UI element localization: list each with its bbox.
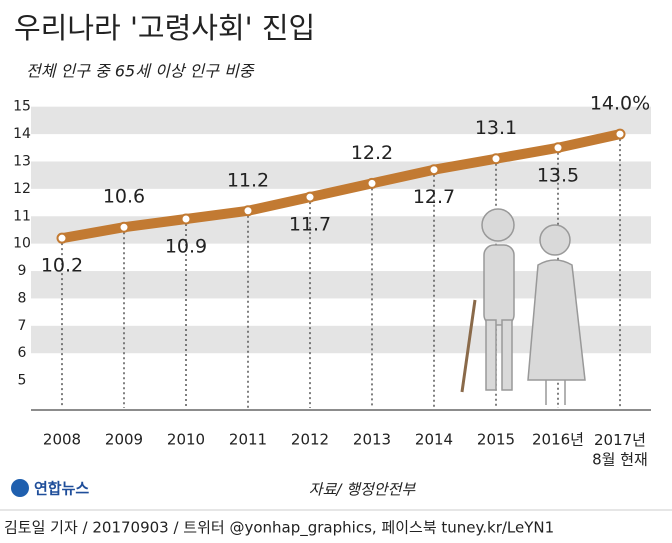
marker	[428, 164, 440, 176]
value-label: 10.2	[41, 255, 83, 277]
marker	[118, 221, 130, 233]
grid-band	[31, 106, 651, 135]
chart-title: 우리나라 '고령사회' 진입	[14, 11, 315, 45]
y-tick-label: 12	[13, 181, 31, 197]
x-tick-label: 2017년 8월 현재	[592, 431, 648, 469]
x-tick-label: 2011	[229, 431, 267, 449]
marker	[552, 142, 564, 154]
grid-band	[31, 161, 651, 189]
y-tick-label: 7	[18, 318, 27, 334]
logo-icon	[11, 479, 29, 497]
marker	[242, 205, 254, 217]
y-tick-label: 9	[18, 263, 27, 279]
x-tick-label: 2012	[291, 431, 329, 449]
value-label: 11.7	[289, 214, 331, 236]
y-tick-label: 8	[18, 290, 27, 306]
y-tick-label: 13	[13, 153, 31, 169]
credit: 김토일 기자 / 20170903 / 트위터 @yonhap_graphics…	[4, 519, 554, 538]
y-tick-label: 15	[13, 99, 31, 115]
value-label: 11.2	[227, 169, 269, 191]
value-label: 10.6	[103, 186, 145, 208]
illustration	[460, 208, 586, 405]
x-tick-label: 2008	[43, 431, 81, 449]
value-label: 12.7	[413, 186, 455, 208]
x-tick-label: 2015	[477, 431, 515, 449]
y-tick-label: 6	[18, 345, 27, 361]
marker	[614, 128, 626, 140]
marker	[304, 191, 316, 203]
x-tick-label: 2009	[105, 431, 143, 449]
value-label: 10.9	[165, 236, 207, 258]
y-tick-label: 5	[18, 373, 27, 389]
value-label: 13.5	[537, 164, 579, 186]
chart-subtitle: 전체 인구 중 65세 이상 인구 비중	[26, 62, 255, 81]
y-tick-label: 11	[13, 208, 31, 224]
x-tick-label: 2014	[415, 431, 453, 449]
marker	[490, 153, 502, 165]
x-tick-label: 2010	[167, 431, 205, 449]
source: 자료/ 행정안전부	[309, 481, 417, 499]
x-tick-label: 2013	[353, 431, 391, 449]
y-tick-label: 14	[13, 126, 31, 142]
value-label: 14.0%	[590, 93, 650, 115]
marker	[56, 232, 68, 244]
x-tick-label: 2016년	[532, 431, 584, 449]
value-label: 12.2	[351, 142, 393, 164]
line	[57, 129, 625, 244]
y-tick-label: 10	[13, 236, 31, 252]
value-label: 13.1	[475, 117, 517, 139]
logo: 연합뉴스	[34, 480, 89, 498]
marker	[180, 213, 192, 225]
marker	[366, 177, 378, 189]
